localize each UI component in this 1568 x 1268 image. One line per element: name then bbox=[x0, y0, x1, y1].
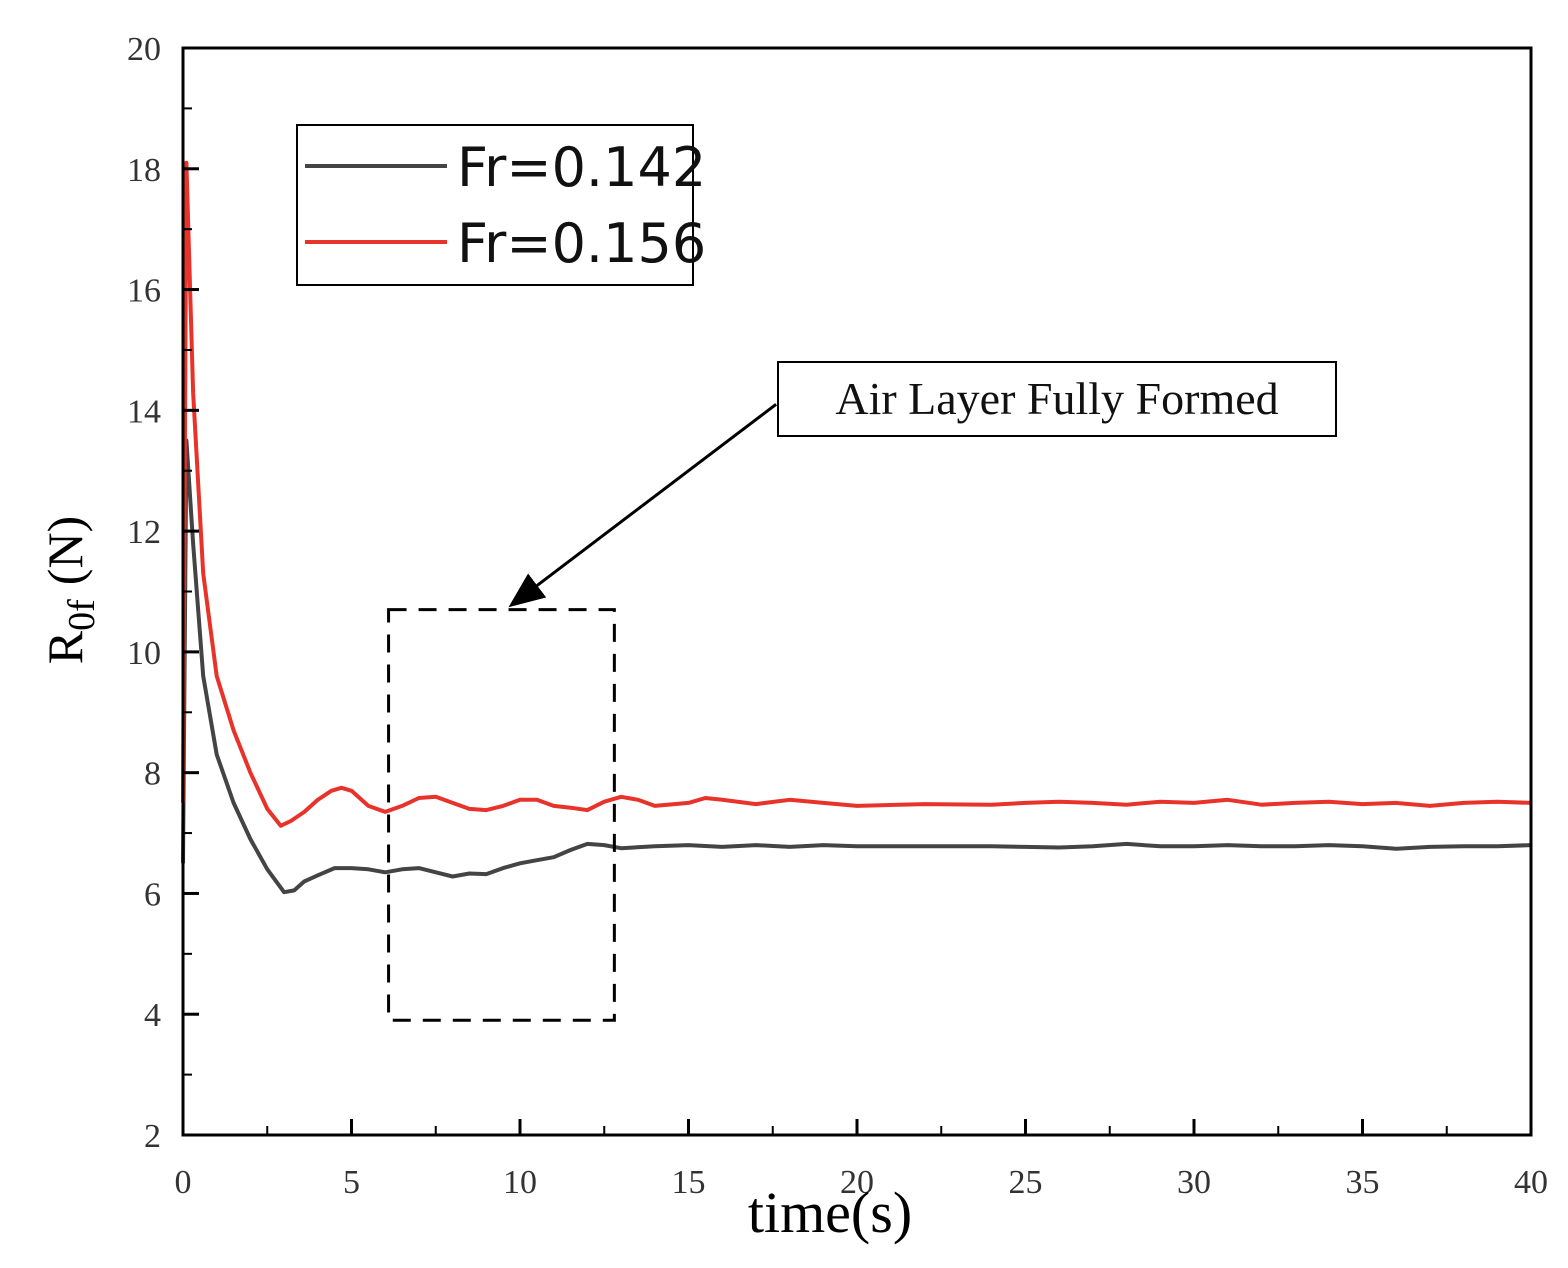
series-line-1 bbox=[181, 160, 1532, 828]
y-axis-title: R0f (N) bbox=[37, 516, 103, 664]
y-axis-title-unit: (N) bbox=[37, 516, 93, 585]
x-tick-label: 40 bbox=[1514, 1164, 1548, 1201]
y-tick-label: 10 bbox=[127, 635, 161, 672]
annotation-group bbox=[387, 403, 778, 1022]
x-tick-label: 5 bbox=[343, 1164, 360, 1201]
x-tick-label: 10 bbox=[503, 1164, 537, 1201]
x-tick-label: 15 bbox=[672, 1164, 706, 1201]
series-line-0 bbox=[181, 438, 1532, 895]
x-tick-label: 20 bbox=[840, 1164, 874, 1201]
annotation-dashed-box bbox=[387, 608, 616, 1022]
y-tick-label: 4 bbox=[144, 997, 161, 1034]
annotation-label: Air Layer Fully Formed bbox=[777, 361, 1337, 437]
legend-box bbox=[296, 124, 694, 286]
y-tick-label: 14 bbox=[127, 393, 161, 430]
annotation-label-box bbox=[777, 361, 1337, 437]
y-tick-label: 2 bbox=[144, 1118, 161, 1155]
series-group bbox=[181, 160, 1532, 895]
x-tick-label: 0 bbox=[175, 1164, 192, 1201]
y-axis-ticks: 2 4 6 8 10 12 14 16 18 20 bbox=[127, 31, 199, 1155]
x-tick-label: 30 bbox=[1177, 1164, 1211, 1201]
x-axis-title: time(s) bbox=[748, 1180, 912, 1245]
x-tick-label: 25 bbox=[1009, 1164, 1043, 1201]
legend: Fr=0.142 Fr=0.156 bbox=[296, 124, 706, 286]
legend-label-series-0: Fr=0.142 bbox=[457, 136, 706, 199]
y-axis-title-subscript: 0f bbox=[61, 599, 103, 631]
y-tick-label: 16 bbox=[127, 273, 161, 310]
y-axis-title-main: R bbox=[37, 630, 93, 664]
y-tick-label: 18 bbox=[127, 152, 161, 189]
legend-label-series-1: Fr=0.156 bbox=[457, 212, 706, 275]
y-tick-label: 6 bbox=[144, 876, 161, 913]
y-tick-label: 20 bbox=[127, 31, 161, 68]
x-tick-label: 35 bbox=[1346, 1164, 1380, 1201]
y-tick-label: 12 bbox=[127, 514, 161, 551]
y-tick-label: 8 bbox=[144, 756, 161, 793]
annotation-label-text: Air Layer Fully Formed bbox=[835, 373, 1278, 424]
x-axis-ticks: 0 5 10 15 20 25 30 35 40 bbox=[175, 1119, 1548, 1201]
annotation-arrow bbox=[508, 403, 778, 608]
plot-area bbox=[181, 160, 1532, 1022]
